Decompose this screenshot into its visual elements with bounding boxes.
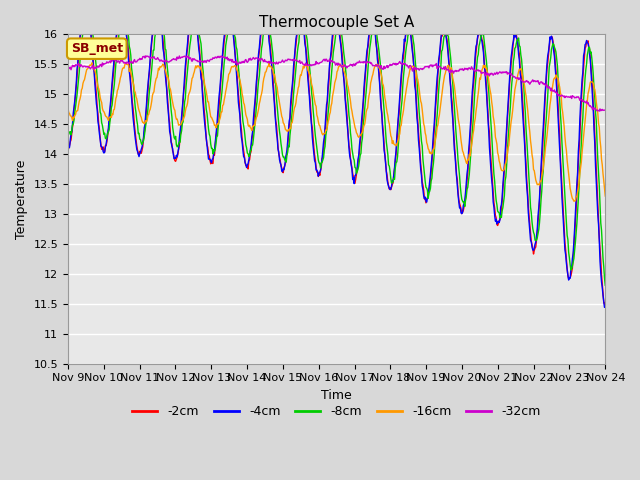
-32cm xyxy=(213,55,221,61)
Line: -8cm: -8cm xyxy=(68,13,605,285)
Line: -4cm: -4cm xyxy=(68,4,605,307)
-8cm xyxy=(156,10,164,16)
-8cm xyxy=(213,134,221,140)
-16cm xyxy=(88,60,96,66)
-4cm xyxy=(403,27,410,33)
-16cm xyxy=(602,193,609,199)
-2cm xyxy=(213,129,221,134)
-2cm xyxy=(602,300,609,306)
-2cm xyxy=(419,179,426,185)
-2cm xyxy=(81,0,89,5)
-32cm xyxy=(129,60,137,66)
-8cm xyxy=(419,143,426,149)
-16cm xyxy=(74,108,81,113)
-2cm xyxy=(64,142,72,148)
X-axis label: Time: Time xyxy=(321,389,352,402)
-8cm xyxy=(64,131,72,137)
-32cm xyxy=(595,108,603,114)
-2cm xyxy=(184,36,192,41)
-4cm xyxy=(419,183,426,189)
-16cm xyxy=(570,198,578,204)
-32cm xyxy=(184,53,192,59)
Title: Thermocouple Set A: Thermocouple Set A xyxy=(259,15,414,30)
-4cm xyxy=(64,148,72,154)
Line: -16cm: -16cm xyxy=(68,63,605,201)
-8cm xyxy=(74,84,81,90)
-4cm xyxy=(81,1,88,7)
Y-axis label: Temperature: Temperature xyxy=(15,159,28,239)
-16cm xyxy=(184,93,192,99)
-4cm xyxy=(601,304,609,310)
-2cm xyxy=(403,28,410,34)
-4cm xyxy=(602,304,609,310)
-8cm xyxy=(602,282,609,288)
-4cm xyxy=(74,60,81,66)
Line: -32cm: -32cm xyxy=(68,56,605,111)
-32cm xyxy=(419,67,426,72)
-4cm xyxy=(213,124,221,130)
-8cm xyxy=(403,43,410,49)
-4cm xyxy=(130,121,138,127)
-32cm xyxy=(64,64,72,70)
-4cm xyxy=(184,29,192,35)
Legend: -2cm, -4cm, -8cm, -16cm, -32cm: -2cm, -4cm, -8cm, -16cm, -32cm xyxy=(127,400,546,423)
-32cm xyxy=(74,61,81,67)
-16cm xyxy=(419,107,426,112)
-16cm xyxy=(213,122,221,128)
-32cm xyxy=(602,107,609,113)
Line: -2cm: -2cm xyxy=(68,2,605,304)
-32cm xyxy=(403,63,410,69)
-8cm xyxy=(184,58,192,64)
-2cm xyxy=(130,113,138,119)
Text: SB_met: SB_met xyxy=(70,42,123,55)
-8cm xyxy=(129,77,137,83)
-16cm xyxy=(130,82,138,88)
-32cm xyxy=(142,53,150,59)
-2cm xyxy=(601,301,609,307)
-16cm xyxy=(64,106,72,111)
-2cm xyxy=(74,65,81,71)
-16cm xyxy=(403,85,410,91)
